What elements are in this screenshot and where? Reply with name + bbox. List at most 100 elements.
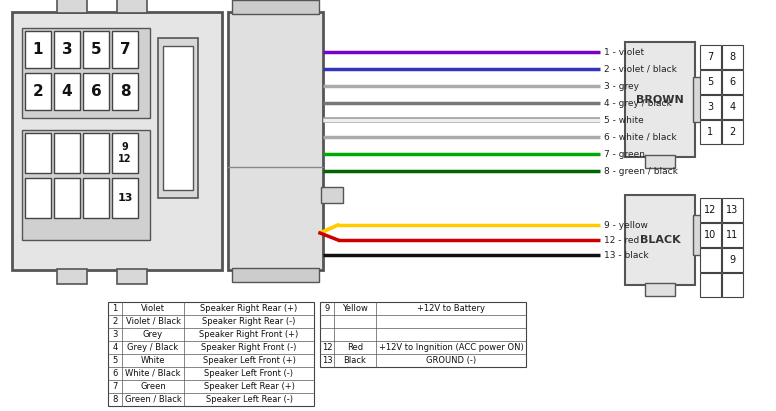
Text: GROUND (-): GROUND (-): [426, 356, 476, 365]
Text: BROWN: BROWN: [636, 95, 684, 104]
Text: 8: 8: [120, 84, 130, 99]
Text: 7: 7: [120, 42, 130, 57]
Text: 4 - grey / black: 4 - grey / black: [604, 99, 672, 108]
Text: 4: 4: [61, 84, 72, 99]
Text: 9: 9: [729, 255, 736, 265]
Text: 3 - grey: 3 - grey: [604, 81, 639, 90]
Text: BLACK: BLACK: [639, 235, 681, 245]
Text: 7 - green: 7 - green: [604, 150, 645, 159]
Bar: [25, 73, 51, 110]
Bar: [54, 31, 80, 68]
Text: 11: 11: [726, 230, 739, 240]
Bar: [722, 248, 743, 272]
Bar: [722, 70, 743, 94]
Bar: [83, 31, 109, 68]
Text: 4: 4: [113, 343, 118, 352]
Text: 9
12: 9 12: [118, 142, 132, 164]
Bar: [112, 73, 138, 110]
Text: 6 - white / black: 6 - white / black: [604, 132, 677, 141]
Text: Grey: Grey: [143, 330, 163, 339]
Text: 4: 4: [729, 102, 736, 112]
Text: Speaker Left Front (+): Speaker Left Front (+): [203, 356, 296, 365]
Text: 13: 13: [726, 205, 739, 215]
Text: 2: 2: [113, 317, 118, 326]
Bar: [625, 195, 695, 285]
Text: 2: 2: [729, 127, 736, 137]
Bar: [22, 130, 150, 240]
Text: Speaker Left Rear (+): Speaker Left Rear (+): [203, 382, 294, 391]
Text: +12V to Ingnition (ACC power ON): +12V to Ingnition (ACC power ON): [379, 343, 523, 352]
Bar: [112, 133, 138, 173]
Bar: [722, 95, 743, 119]
Text: 2 - violet / black: 2 - violet / black: [604, 65, 677, 74]
Text: 5: 5: [708, 77, 714, 87]
Text: 1 - violet: 1 - violet: [604, 48, 644, 56]
Text: 1: 1: [33, 42, 43, 57]
Text: Green: Green: [140, 382, 166, 391]
Bar: [693, 77, 701, 122]
Text: 3: 3: [113, 330, 118, 339]
Bar: [700, 45, 721, 69]
Bar: [163, 46, 193, 190]
Text: Yellow: Yellow: [342, 304, 368, 313]
Bar: [83, 178, 109, 218]
Text: 3: 3: [708, 102, 714, 112]
Bar: [83, 133, 109, 173]
Bar: [232, 268, 319, 282]
Bar: [232, 0, 319, 14]
Text: Speaker Left Front (-): Speaker Left Front (-): [205, 369, 293, 378]
Bar: [83, 73, 109, 110]
Bar: [645, 283, 675, 296]
Text: 2: 2: [33, 84, 43, 99]
Bar: [722, 198, 743, 222]
Bar: [22, 28, 150, 118]
Bar: [722, 120, 743, 144]
Text: 6: 6: [729, 77, 736, 87]
Bar: [700, 95, 721, 119]
Text: 8 - green / black: 8 - green / black: [604, 166, 678, 175]
Bar: [645, 155, 675, 168]
Bar: [25, 178, 51, 218]
Text: 10: 10: [705, 230, 716, 240]
Bar: [320, 302, 526, 367]
Text: 7: 7: [113, 382, 118, 391]
Bar: [57, 0, 87, 13]
Bar: [25, 133, 51, 173]
Text: 12: 12: [322, 343, 332, 352]
Text: 1: 1: [113, 304, 118, 313]
Text: 9 - yellow: 9 - yellow: [604, 220, 648, 229]
Text: 5: 5: [113, 356, 118, 365]
Text: 8: 8: [729, 52, 736, 62]
Bar: [108, 302, 314, 406]
Text: 13 - black: 13 - black: [604, 250, 649, 259]
Bar: [693, 215, 701, 255]
Bar: [700, 248, 721, 272]
Text: +12V to Battery: +12V to Battery: [417, 304, 485, 313]
Bar: [54, 133, 80, 173]
Text: Violet / Black: Violet / Black: [126, 317, 181, 326]
Bar: [722, 45, 743, 69]
Text: 5 - white: 5 - white: [604, 115, 644, 125]
Bar: [117, 269, 147, 284]
Text: Speaker Left Rear (-): Speaker Left Rear (-): [206, 395, 293, 404]
Text: Violet: Violet: [141, 304, 165, 313]
Text: 6: 6: [113, 369, 118, 378]
Text: White / Black: White / Black: [125, 369, 181, 378]
Bar: [700, 70, 721, 94]
Text: 12 - red: 12 - red: [604, 236, 639, 245]
Bar: [722, 223, 743, 247]
Bar: [112, 31, 138, 68]
Bar: [700, 120, 721, 144]
Text: Red: Red: [347, 343, 363, 352]
Bar: [12, 12, 222, 270]
Text: Speaker Right Rear (+): Speaker Right Rear (+): [200, 304, 298, 313]
Text: 3: 3: [61, 42, 72, 57]
Bar: [54, 178, 80, 218]
Text: 5: 5: [91, 42, 102, 57]
Bar: [57, 269, 87, 284]
Bar: [722, 273, 743, 297]
Text: Speaker Right Front (+): Speaker Right Front (+): [199, 330, 299, 339]
Text: 13: 13: [117, 193, 133, 203]
Text: White: White: [140, 356, 165, 365]
Bar: [54, 73, 80, 110]
